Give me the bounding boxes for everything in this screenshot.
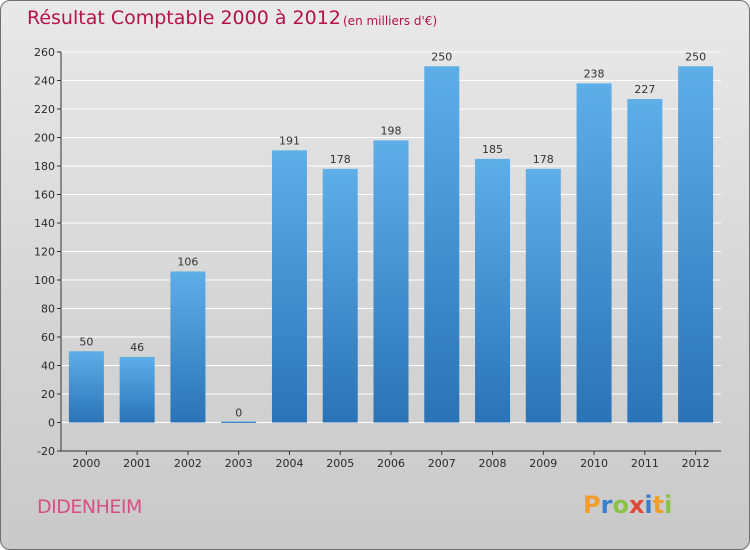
data-label-2001: 46 — [130, 341, 144, 354]
logo-letter: t — [652, 491, 665, 519]
x-tick-label-2011: 2011 — [631, 457, 659, 470]
y-tick-label: 60 — [41, 331, 55, 344]
data-label-2000: 50 — [79, 335, 93, 348]
x-tick-label-2010: 2010 — [580, 457, 608, 470]
y-tick-label: 220 — [34, 103, 55, 116]
data-label-2008: 185 — [482, 143, 503, 156]
bar-2002 — [170, 271, 206, 423]
x-tick-label-2005: 2005 — [326, 457, 354, 470]
y-tick-label: 80 — [41, 303, 55, 316]
bar-2008 — [475, 158, 511, 423]
data-label-2012: 250 — [685, 50, 706, 63]
x-tick-label-2012: 2012 — [682, 457, 710, 470]
y-tick-label: 40 — [41, 360, 55, 373]
data-label-2011: 227 — [634, 83, 655, 96]
chart-subtitle: (en milliers d'€) — [343, 14, 438, 28]
x-tick-label-2006: 2006 — [377, 457, 405, 470]
bar-2007 — [424, 66, 460, 423]
y-tick-label: -20 — [37, 445, 55, 458]
bar-2000 — [68, 351, 104, 423]
x-tick-label-2001: 2001 — [123, 457, 151, 470]
bar-2012 — [678, 66, 714, 423]
bar-2010 — [576, 83, 612, 423]
y-tick-label: 260 — [34, 46, 55, 59]
logo-letter: P — [583, 491, 601, 519]
data-label-2005: 178 — [330, 153, 351, 166]
bar-2001 — [119, 356, 155, 423]
x-tick-label-2002: 2002 — [174, 457, 202, 470]
chart-title: Résultat Comptable 2000 à 2012 — [27, 7, 341, 29]
data-label-2010: 238 — [584, 67, 605, 80]
x-tick-label-2009: 2009 — [529, 457, 557, 470]
data-label-2002: 106 — [177, 255, 198, 268]
x-tick-label-2008: 2008 — [479, 457, 507, 470]
x-tick-label-2000: 2000 — [72, 457, 100, 470]
bar-2009 — [525, 168, 561, 423]
y-tick-label: 200 — [34, 132, 55, 145]
data-label-2009: 178 — [533, 153, 554, 166]
bar-2006 — [373, 140, 409, 423]
x-tick-label-2004: 2004 — [275, 457, 303, 470]
bar-2005 — [322, 168, 358, 423]
y-tick-label: 0 — [48, 417, 55, 430]
y-tick-label: 180 — [34, 160, 55, 173]
logo-letter: o — [612, 491, 629, 519]
y-tick-label: 100 — [34, 274, 55, 287]
x-tick-label-2007: 2007 — [428, 457, 456, 470]
x-tick-label-2003: 2003 — [225, 457, 253, 470]
place-name: DIDENHEIM — [37, 496, 142, 518]
bar-2011 — [627, 99, 663, 423]
data-label-2007: 250 — [431, 50, 452, 63]
y-tick-label: 120 — [34, 246, 55, 259]
logo-letter: x — [628, 491, 645, 519]
bar-2003 — [221, 421, 257, 423]
data-label-2003: 0 — [235, 407, 242, 420]
y-tick-label: 240 — [34, 75, 55, 88]
logo-letter: i — [664, 491, 673, 519]
y-tick-label: 140 — [34, 217, 55, 230]
data-label-2006: 198 — [381, 124, 402, 137]
bar-2004 — [271, 150, 307, 423]
logo-letter: i — [644, 491, 653, 519]
proxiti-logo: Proxiti — [583, 491, 672, 519]
data-label-2004: 191 — [279, 134, 300, 147]
logo-letter: r — [600, 491, 613, 519]
y-tick-label: 160 — [34, 189, 55, 202]
y-tick-label: 20 — [41, 388, 55, 401]
